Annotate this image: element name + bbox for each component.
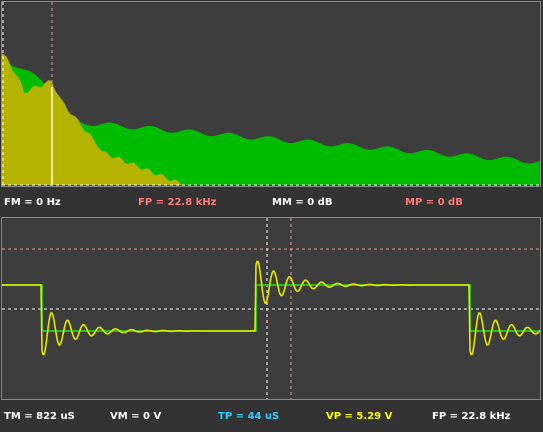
ringing-wave-trace [2,260,540,356]
fm-readout: FM = 0 Hz [4,197,61,208]
mp-readout: MP = 0 dB [405,197,463,208]
spectrum-olive-trace [2,54,182,185]
tm-readout: TM = 822 uS [4,411,75,422]
spectrum-panel[interactable] [1,1,541,187]
spectrum-green-trace [2,57,540,185]
fp-readout: FP = 22.8 kHz [138,197,217,208]
spectrum-plot[interactable] [2,2,540,186]
tp-readout: TP = 44 uS [218,411,280,422]
vm-readout: VM = 0 V [110,411,162,422]
mm-readout: MM = 0 dB [272,197,333,208]
oscilloscope-plot[interactable] [2,218,540,399]
vp-readout: VP = 5.29 V [326,411,393,422]
scope-fp-readout: FP = 22.8 kHz [432,411,511,422]
oscilloscope-panel[interactable] [1,217,541,400]
